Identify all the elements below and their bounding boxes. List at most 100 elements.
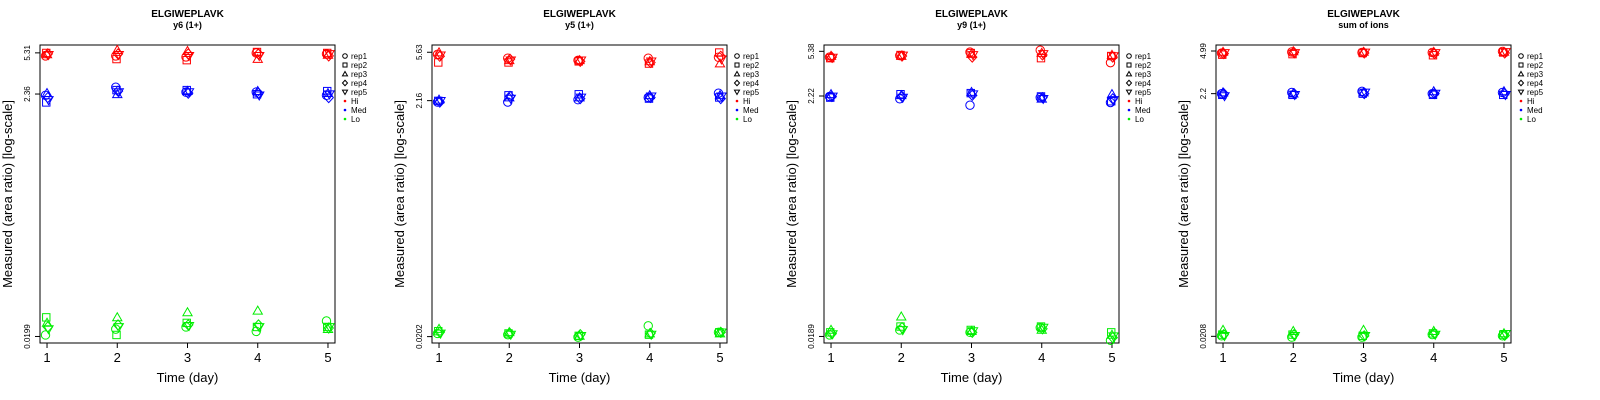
data-point [1287,325,1299,335]
legend-label: rep3 [743,70,760,79]
legend-marker [341,70,349,77]
legend-marker [1125,70,1133,77]
data-point [1289,90,1301,101]
data-point [253,91,265,101]
data-point [575,332,587,342]
legend-marker [1518,53,1524,59]
data-point [1499,90,1511,101]
data-point [575,93,587,104]
data-point [1359,331,1371,342]
data-point [574,55,586,68]
legend-label: Med [351,106,367,115]
legend-color-dot [343,99,347,103]
data-point [967,327,979,337]
data-point [434,96,446,108]
data-point [40,330,51,340]
x-tick-label: 3 [184,350,191,365]
legend-label: rep2 [351,61,368,70]
data-point [1429,49,1441,59]
data-point [1358,87,1370,100]
data-point [1107,52,1119,62]
data-point [505,330,517,341]
data-point [323,322,335,334]
data-point [645,92,657,103]
legend-label: rep1 [351,52,368,61]
legend-label: rep5 [351,88,368,97]
legend-label: Hi [1527,97,1535,106]
y-tick-label: 2.2 [1199,88,1208,100]
x-tick-label: 2 [1290,350,1297,365]
data-point [825,324,837,334]
x-tick-label: 1 [827,350,834,365]
data-point [966,326,978,339]
data-point [574,92,586,105]
legend-marker [1125,79,1133,87]
y-axis-label: Measured (area ratio) [log-scale] [784,100,799,288]
legend-color-dot [343,117,347,121]
legend-marker [1517,70,1525,77]
legend-color-dot [1519,108,1523,112]
legend-label: rep1 [743,52,760,61]
legend-marker [341,79,349,87]
legend-marker [341,89,349,96]
legend-marker [342,53,348,59]
legend-label: Hi [351,97,359,106]
data-point [1107,332,1119,342]
data-point [111,311,123,322]
legend-label: rep2 [1527,61,1544,70]
data-point [1359,48,1371,59]
legend-marker [1517,79,1525,87]
x-tick-label: 3 [1360,350,1367,365]
legend-color-dot [735,108,739,112]
plot-frame [39,44,336,344]
chart-title: ELGIWEPLAVK [151,9,224,20]
y-tick-label: 0.0199 [23,324,32,349]
data-point [435,329,447,340]
data-point [965,100,975,110]
legend-label: rep3 [351,70,368,79]
legend-marker [1126,62,1132,68]
legend-label: rep3 [1135,70,1152,79]
data-point [715,55,727,65]
legend-label: rep5 [743,88,760,97]
data-point [1499,47,1511,59]
legend-label: rep3 [1527,70,1544,79]
data-point [827,92,839,103]
plot-frame [431,44,728,344]
data-point [645,330,657,341]
y-axis-label: Measured (area ratio) [log-scale] [1176,100,1191,288]
x-axis-label: Time (day) [157,370,219,385]
chart-title: ELGIWEPLAVK [1327,9,1400,20]
data-point [1429,89,1441,100]
x-tick-label: 5 [716,350,723,365]
data-point [1037,323,1049,334]
chart-subtitle: y5 (1+) [565,20,594,30]
y-tick-label: 5.38 [807,43,816,59]
data-point [183,88,195,98]
data-point [715,328,727,338]
data-point [897,51,909,62]
x-tick-label: 4 [254,350,261,365]
data-point [113,323,125,333]
data-point [323,90,335,100]
x-tick-label: 4 [646,350,653,365]
data-point [715,92,727,103]
legend-label: rep2 [1135,61,1152,70]
data-point [897,93,909,104]
data-point [253,323,265,333]
x-tick-label: 5 [324,350,331,365]
legend-marker [1518,62,1524,68]
legend-marker [1125,89,1133,96]
legend-label: rep5 [1527,88,1544,97]
data-point [1358,324,1369,334]
x-tick-label: 2 [506,350,513,365]
legend-label: rep1 [1135,52,1152,61]
x-axis-label: Time (day) [941,370,1003,385]
data-point [435,97,447,107]
y-tick-label: 0.0189 [807,324,816,349]
chart-title: ELGIWEPLAVK [543,9,616,20]
y-tick-label: 0.0208 [1199,324,1208,349]
data-point [1037,50,1049,60]
